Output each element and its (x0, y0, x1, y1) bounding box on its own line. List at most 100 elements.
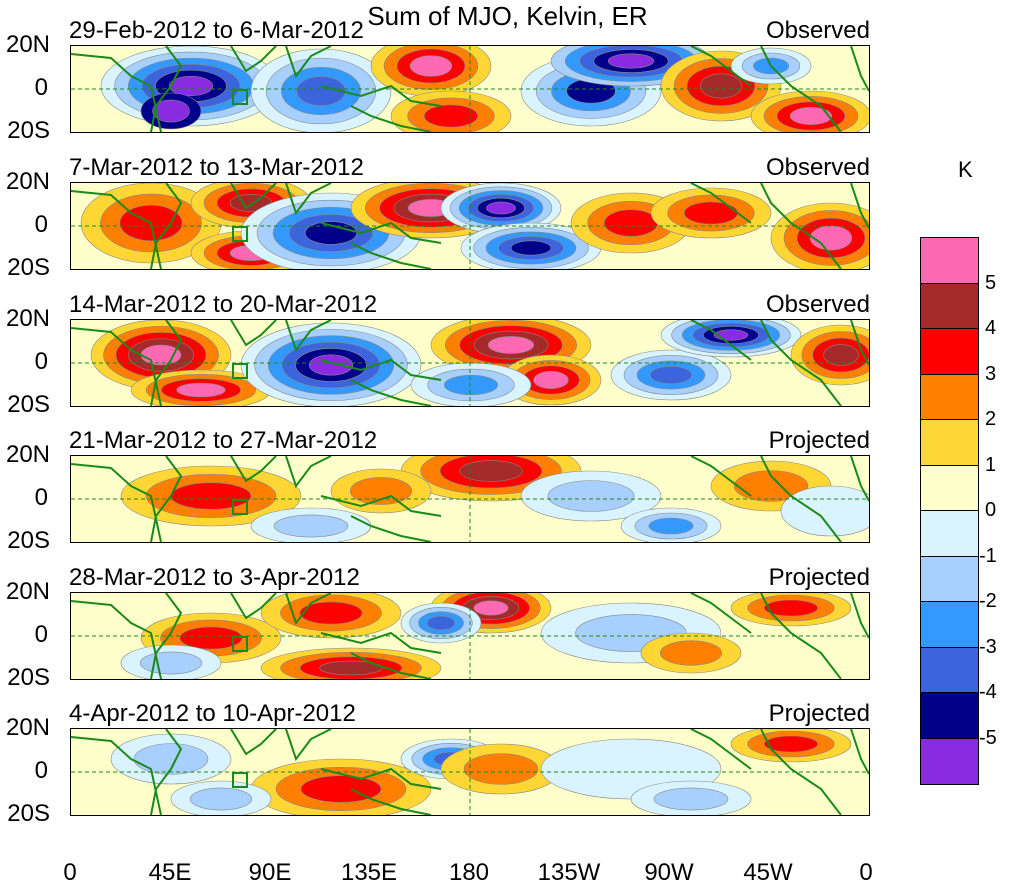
anomaly-contour (304, 221, 358, 245)
coastline (760, 456, 842, 542)
coastline (850, 183, 869, 229)
anomaly-contour (299, 601, 363, 625)
anomaly-contour (133, 743, 209, 775)
coastline (285, 593, 332, 626)
anomaly-contour (510, 240, 552, 256)
figure-title: Sum of MJO, Kelvin, ER (367, 1, 648, 31)
panel-status: Observed (765, 17, 870, 44)
colorbar-level-label: 0 (985, 499, 997, 521)
colorbar (920, 237, 979, 785)
anomaly-contour (533, 371, 569, 389)
coastline (760, 593, 842, 679)
lat-label: 20S (7, 254, 50, 281)
anomaly-contour (300, 775, 382, 803)
coastline (850, 46, 869, 92)
colorbar-level-label: 1 (985, 453, 997, 476)
colorbar-level-label: 4 (985, 317, 997, 339)
colorbar-swatch (921, 329, 978, 375)
coastline (690, 729, 752, 770)
lat-label: 0 (34, 621, 48, 648)
anomaly-contour (308, 354, 354, 376)
anomaly-contour (409, 55, 453, 77)
anomaly-contour (607, 53, 655, 69)
coastline (760, 46, 842, 132)
anomaly-contour (168, 76, 214, 96)
lat-label: 20N (5, 441, 50, 468)
anomaly-contour (659, 640, 723, 666)
lat-label: 20N (5, 714, 50, 741)
lat-label: 20N (5, 305, 50, 332)
lon-tick: 90W (644, 859, 694, 886)
anomaly-contour (296, 76, 346, 106)
panel-status: Projected (768, 427, 870, 454)
coastline (350, 652, 432, 679)
region-box (232, 636, 248, 652)
coastline (230, 729, 277, 756)
panel-status: Observed (765, 154, 870, 181)
anomaly-contour (699, 73, 743, 99)
coastline (150, 183, 183, 269)
panel-status: Observed (765, 291, 870, 318)
coastline (320, 767, 442, 790)
anomaly-contour (649, 366, 693, 384)
anomaly-contour (684, 201, 738, 225)
coastline (690, 593, 752, 634)
coastline (285, 46, 332, 79)
coastline (150, 456, 183, 542)
anomaly-contour (424, 104, 478, 128)
lat-label: 0 (34, 484, 48, 511)
colorbar-level-label: 3 (985, 362, 997, 385)
coastline (350, 379, 432, 406)
colorbar-unit: K (958, 157, 973, 182)
colorbar-swatch (921, 693, 978, 739)
anomaly-contour (823, 344, 859, 366)
coastline (150, 593, 183, 679)
anomaly-contour (809, 225, 853, 251)
anomaly-contour (319, 660, 383, 676)
coastline (690, 46, 752, 87)
anomaly-contour (176, 382, 226, 398)
anomaly-contour (273, 514, 349, 538)
region-box (232, 363, 248, 379)
anomaly-contour (764, 599, 818, 617)
map-panel: 4-Apr-2012 to 10-Apr-2012 Projected 20N 0 20… (0, 700, 1015, 840)
coastline (850, 320, 869, 366)
lat-label: 0 (34, 211, 48, 238)
anomaly-map (70, 728, 870, 816)
anomaly-contour (140, 344, 182, 366)
colorbar-swatch (921, 647, 978, 693)
anomaly-contour (653, 787, 729, 811)
coastline (230, 456, 277, 483)
anomaly-map (70, 455, 870, 543)
coastline (230, 183, 277, 210)
coastline (350, 105, 432, 132)
anomaly-map (70, 592, 870, 680)
lat-label: 20S (7, 664, 50, 691)
colorbar-level-label: 2 (985, 408, 997, 430)
coastline (230, 593, 277, 620)
lon-tick: 0 (63, 859, 77, 886)
lat-label: 20N (5, 578, 50, 605)
map-panel: 29-Feb-2012 to 6-Mar-2012 Observed 20N 0 20S (0, 17, 1015, 157)
anomaly-contour (139, 651, 203, 675)
panel-date-range: 7-Mar-2012 to 13-Mar-2012 (69, 154, 364, 181)
map-panel: 21-Mar-2012 to 27-Mar-2012 Projected 20N 0 2… (0, 427, 1015, 567)
panel-date-range: 28-Mar-2012 to 3-Apr-2012 (69, 564, 360, 591)
region-box (232, 89, 248, 105)
region-box (232, 499, 248, 515)
coastline (760, 729, 842, 815)
colorbar-level-label: 5 (985, 271, 997, 294)
lon-tick: 180 (448, 859, 490, 886)
panel-status: Projected (768, 564, 870, 591)
colorbar-level-label: -2 (979, 590, 997, 612)
coastline (690, 183, 752, 224)
colorbar-swatch (921, 738, 978, 784)
colorbar-swatch (921, 283, 978, 329)
coastline (71, 190, 162, 269)
anomaly-contour (463, 753, 539, 785)
coastline (285, 729, 332, 762)
anomaly-contour (764, 735, 818, 753)
lat-label: 20N (5, 31, 50, 58)
coastline (320, 631, 442, 654)
anomaly-contour (547, 480, 635, 512)
